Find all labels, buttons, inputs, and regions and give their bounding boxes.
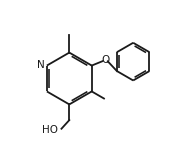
Text: HO: HO [41,125,58,135]
Text: N: N [37,60,45,70]
Text: O: O [101,55,109,65]
